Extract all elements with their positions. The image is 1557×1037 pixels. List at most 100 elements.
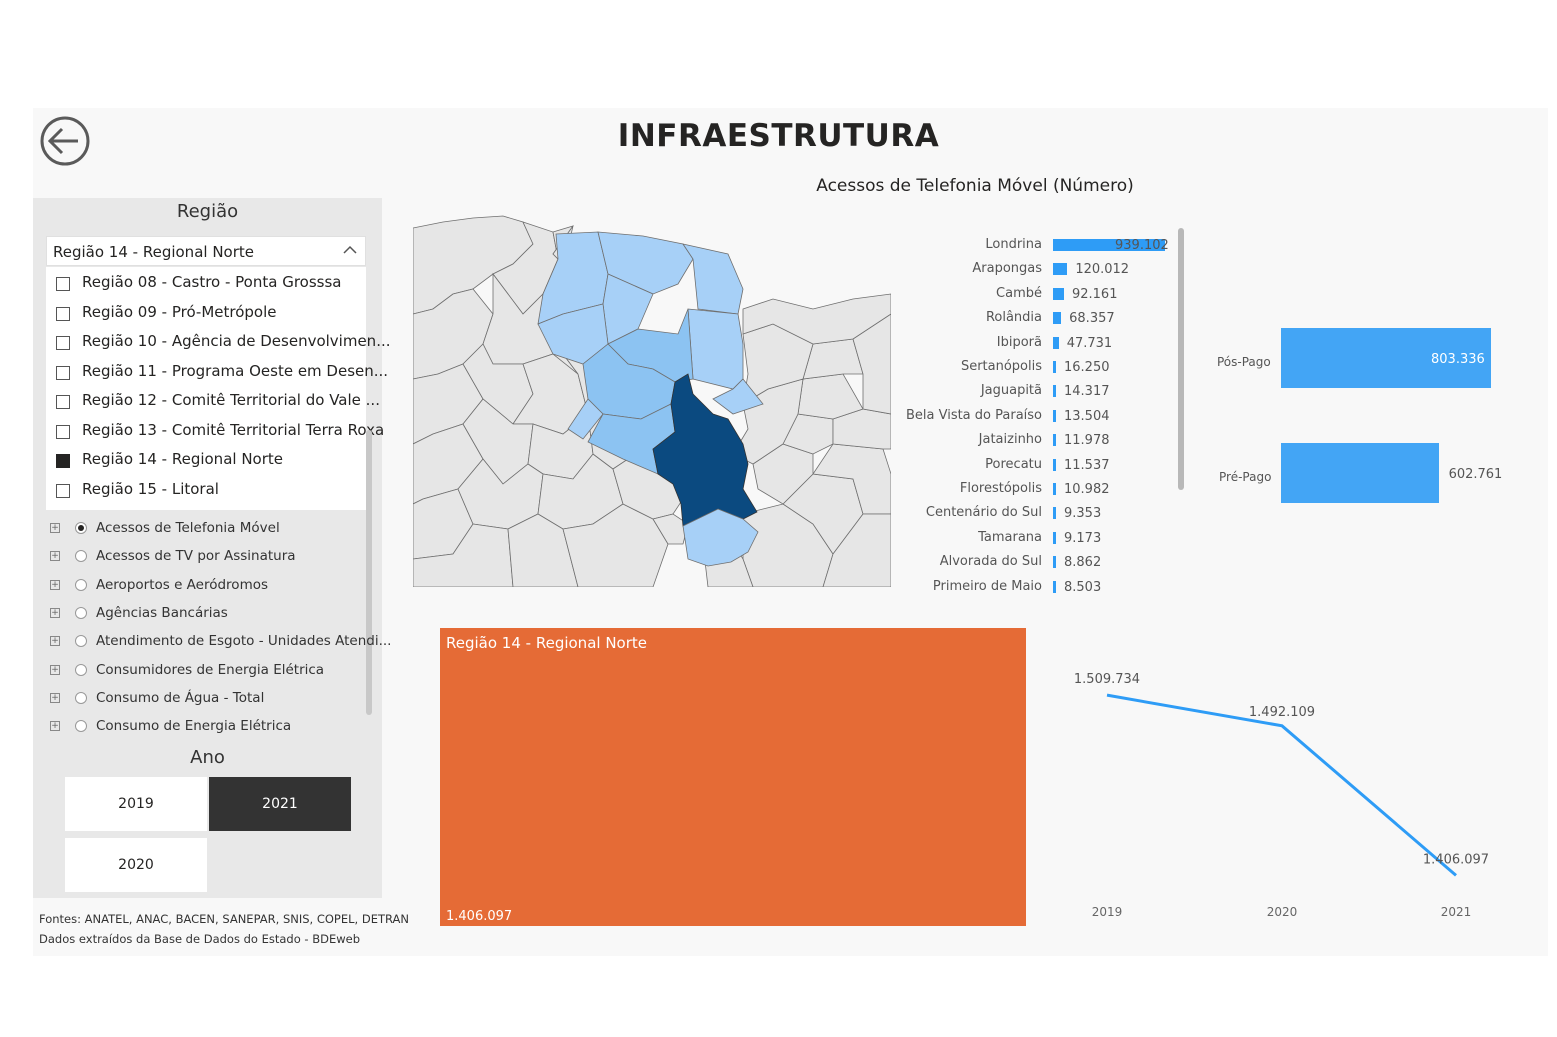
- bar[interactable]: [1053, 556, 1056, 569]
- checkbox[interactable]: [56, 454, 70, 468]
- treemap-value: 1.406.097: [446, 909, 513, 924]
- prepaid-label: Pré-Pago: [1219, 470, 1272, 484]
- bar-category-label: Alvorada do Sul: [939, 554, 1042, 570]
- bar[interactable]: [1053, 507, 1056, 520]
- x-tick-label: 2019: [1092, 905, 1123, 919]
- region-option-label: Região 08 - Castro - Ponta Grosssa: [82, 273, 342, 291]
- bar-value-label: 47.731: [1066, 335, 1113, 351]
- region-dropdown[interactable]: Região 14 - Regional Norte: [46, 236, 366, 266]
- bar-category-label: Florestópolis: [959, 481, 1042, 496]
- back-arrow-icon[interactable]: [40, 116, 90, 166]
- bar-value-label: 11.537: [1064, 457, 1110, 473]
- region-treemap-tile[interactable]: Região 14 - Regional Norte 1.406.097: [440, 628, 1026, 926]
- bar[interactable]: [1053, 263, 1068, 276]
- page-title: INFRAESTRUTURA: [617, 118, 940, 154]
- postpaid-value: 803.336: [1431, 352, 1485, 367]
- bar-value-label: 9.353: [1064, 506, 1102, 522]
- radio-button[interactable]: [75, 635, 87, 648]
- year-line-chart[interactable]: 1.509.734 2019 1.492.109 2020 1.406.097 2021: [1040, 640, 1540, 930]
- radio-button[interactable]: [75, 720, 87, 733]
- bar[interactable]: [1053, 483, 1056, 495]
- checkbox[interactable]: [56, 395, 70, 409]
- radio-button[interactable]: [75, 663, 87, 676]
- bar-value-label: 8.862: [1064, 555, 1102, 571]
- bar-category-label: Bela Vista do Paraíso: [905, 407, 1042, 423]
- region-option-label: Região 15 - Litoral: [82, 479, 219, 498]
- radio-button[interactable]: [75, 550, 87, 563]
- checkbox[interactable]: [56, 277, 70, 291]
- region-option-label: Região 11 - Programa Oeste em Desen...: [82, 361, 389, 380]
- expand-icon[interactable]: +: [50, 579, 60, 590]
- bar-category-label: Jaguapitã: [980, 383, 1042, 399]
- bar[interactable]: [1053, 287, 1064, 300]
- region-option-label: Região 12 - Comitê Territorial do Vale .…: [82, 391, 380, 409]
- checkbox[interactable]: [56, 424, 70, 439]
- bar-value-label: 9.173: [1064, 530, 1102, 546]
- bar-chart-scrollbar[interactable]: [1178, 228, 1184, 490]
- bar-value-label: 939.102: [1115, 238, 1169, 253]
- indicator-label: Acessos de Telefonia Móvel: [96, 520, 280, 536]
- line-series[interactable]: [1106, 693, 1457, 877]
- bar[interactable]: [1053, 434, 1056, 447]
- radio-button[interactable]: [75, 691, 87, 704]
- bar[interactable]: [1053, 336, 1059, 349]
- bar-category-label: Rolândia: [985, 310, 1042, 326]
- bar[interactable]: [1053, 580, 1056, 593]
- bar-value-label: 120.012: [1075, 262, 1130, 278]
- expand-icon[interactable]: +: [50, 551, 60, 562]
- expand-icon[interactable]: +: [50, 692, 60, 703]
- indicator-label: Consumo de Água - Total: [96, 689, 265, 706]
- prepaid-bar[interactable]: [1281, 443, 1439, 503]
- indicator-label: Agências Bancárias: [96, 604, 228, 621]
- year-button-2020[interactable]: 2020: [65, 838, 207, 892]
- bar[interactable]: [1053, 361, 1056, 373]
- municipality-map[interactable]: [413, 214, 891, 587]
- checkbox[interactable]: [56, 336, 70, 350]
- slicer-scrollbar[interactable]: [366, 430, 372, 715]
- line-data-label: 1.492.109: [1249, 705, 1315, 720]
- bar-value-label: 92.161: [1071, 286, 1118, 302]
- region-dropdown-value: Região 14 - Regional Norte: [53, 243, 254, 261]
- bar-value-label: 10.982: [1064, 482, 1110, 497]
- bar-value-label: 14.317: [1064, 384, 1110, 400]
- sources-line: Dados extraídos da Base de Dados do Esta…: [39, 932, 360, 946]
- indicator-label: Consumidores de Energia Elétrica: [96, 661, 325, 678]
- chart-title: Acessos de Telefonia Móvel (Número): [816, 176, 1134, 196]
- checkbox[interactable]: [56, 483, 70, 498]
- x-tick-label: 2021: [1441, 905, 1472, 919]
- bar-category-label: Porecatu: [985, 456, 1042, 472]
- bar[interactable]: [1053, 531, 1056, 544]
- sources-note: Fontes: ANATEL, ANAC, BACEN, SANEPAR, SN…: [39, 909, 409, 949]
- indicator-label: Acessos de TV por Assinatura: [96, 548, 296, 565]
- expand-icon[interactable]: +: [50, 664, 60, 675]
- line-data-label: 1.509.734: [1074, 672, 1140, 687]
- municipality-bar-chart[interactable]: Londrina 939.102 Arapongas 120.012 Cambé 92.1…: [900, 230, 1185, 612]
- expand-icon[interactable]: +: [50, 607, 60, 618]
- bar[interactable]: [1053, 385, 1056, 398]
- bar[interactable]: [1053, 458, 1056, 471]
- bar[interactable]: [1053, 239, 1165, 251]
- line-data-label: 1.406.097: [1423, 852, 1489, 867]
- expand-icon[interactable]: +: [50, 523, 60, 533]
- expand-icon[interactable]: +: [50, 636, 60, 647]
- year-button-2019[interactable]: 2019: [65, 777, 207, 831]
- bar-category-label: Tamarana: [978, 529, 1042, 545]
- checkbox[interactable]: [56, 365, 70, 380]
- expand-icon[interactable]: +: [50, 721, 60, 732]
- bar[interactable]: [1053, 409, 1056, 422]
- chevron-up-icon[interactable]: [343, 245, 357, 255]
- bar-category-label: Sertanópolis: [960, 359, 1042, 374]
- postpaid-label: Pós-Pago: [1217, 355, 1271, 369]
- indicator-label: Consumo de Energia Elétrica: [96, 718, 292, 735]
- year-slicer-heading: Ano: [190, 747, 225, 768]
- bar-category-label: Centenário do Sul: [925, 505, 1042, 521]
- bar-value-label: 68.357: [1069, 311, 1115, 327]
- region-option-label: Região 14 - Regional Norte: [82, 450, 283, 468]
- radio-button[interactable]: [75, 522, 87, 534]
- checkbox[interactable]: [56, 306, 70, 321]
- radio-button[interactable]: [75, 578, 87, 591]
- year-button-2021[interactable]: 2021: [209, 777, 351, 831]
- bar[interactable]: [1053, 312, 1062, 325]
- postpaid-bar[interactable]: [1281, 328, 1491, 388]
- radio-button[interactable]: [75, 606, 87, 619]
